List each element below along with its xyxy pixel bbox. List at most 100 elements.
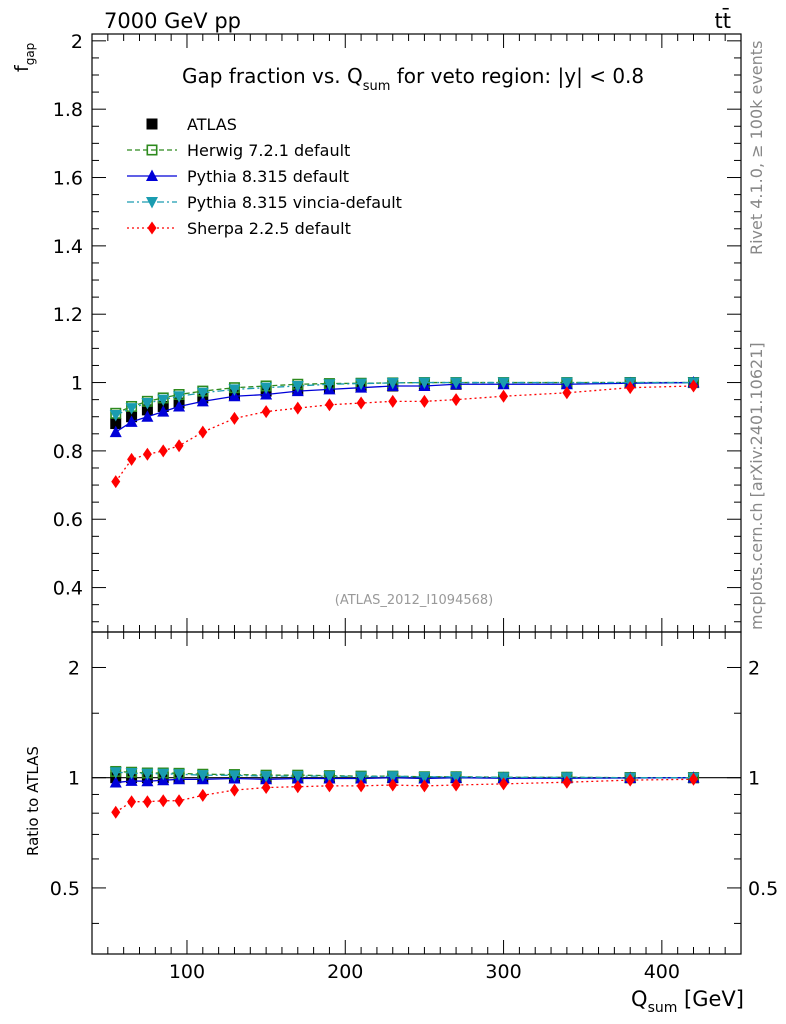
data-marker — [141, 410, 154, 422]
legend: ATLAS Herwig 7.2.1 default Pythia 8.315 de… — [127, 115, 402, 238]
legend-label: ATLAS — [187, 115, 237, 134]
legend-item: Pythia 8.315 vincia-default — [127, 193, 402, 212]
y-axis-label-sub: gap — [23, 43, 37, 66]
legend-item: Sherpa 2.2.5 default — [127, 219, 351, 238]
chart-title-sub: sum — [363, 79, 391, 94]
legend-label: Pythia 8.315 vincia-default — [187, 193, 402, 212]
data-marker — [451, 778, 461, 792]
data-marker — [196, 394, 209, 407]
ratio-tick-label-right: 2 — [748, 657, 760, 679]
data-marker — [386, 771, 399, 783]
data-marker — [146, 144, 158, 156]
y-tick-label: 1.6 — [53, 168, 83, 190]
data-marker — [125, 415, 138, 427]
data-marker — [173, 769, 186, 781]
data-marker — [109, 767, 122, 779]
ratio-tick-label-right: 1 — [748, 768, 760, 790]
data-marker — [174, 794, 184, 808]
data-marker — [109, 425, 122, 438]
y-tick-label: 0.6 — [53, 509, 83, 531]
data-marker — [499, 777, 509, 791]
data-marker — [497, 377, 510, 390]
data-marker — [174, 439, 184, 453]
data-marker — [110, 418, 122, 430]
y-tick-label: 1.4 — [53, 236, 83, 258]
data-marker — [127, 795, 137, 809]
ratio-tick-label-left: 0.5 — [50, 878, 80, 900]
data-marker — [157, 405, 170, 417]
data-marker — [125, 774, 138, 786]
ratio-tick-label-right: 0.5 — [748, 878, 778, 900]
data-marker — [127, 452, 137, 466]
data-marker — [625, 381, 635, 395]
data-marker — [196, 770, 209, 782]
ratio-panel-frame — [91, 631, 742, 955]
x-tick-label: 100 — [169, 961, 205, 983]
y-tick-label: 1.8 — [53, 99, 83, 121]
y-axis-label: fgap — [11, 43, 37, 72]
series-pythia-8-315-default — [109, 376, 700, 788]
x-tick-label: 200 — [327, 961, 363, 983]
data-marker — [196, 387, 209, 400]
data-marker — [419, 779, 429, 793]
mcplots-label: mcplots.cern.ch [arXiv:2401.10621] — [747, 342, 766, 630]
chart-title-main: Gap fraction vs. Q — [182, 64, 363, 88]
x-axis-label-sub: sum — [648, 1000, 678, 1016]
series-line — [115, 771, 694, 779]
rivet-label: Rivet 4.1.0, ≥ 100k events — [747, 41, 766, 255]
data-marker — [293, 780, 303, 794]
data-marker — [147, 221, 157, 235]
data-marker — [198, 425, 208, 439]
data-marker — [562, 386, 572, 400]
ratio-y-axis-label: Ratio to ATLAS — [24, 746, 42, 856]
data-marker — [141, 768, 154, 781]
data-marker — [419, 394, 429, 408]
data-marker — [356, 779, 366, 793]
chart-title: Gap fraction vs. Qsum for veto region: |… — [182, 64, 644, 94]
data-marker — [109, 776, 122, 788]
data-marker — [261, 405, 271, 419]
data-marker — [388, 778, 398, 792]
data-marker — [228, 384, 241, 396]
data-marker — [229, 411, 239, 425]
analysis-watermark: (ATLAS_2012_I1094568) — [335, 593, 493, 608]
data-marker — [355, 378, 368, 391]
data-marker — [293, 401, 303, 415]
data-marker — [142, 795, 152, 809]
data-marker — [355, 771, 368, 784]
data-marker — [111, 475, 121, 489]
data-marker — [141, 404, 153, 416]
data-marker — [125, 403, 138, 415]
x-tick-label: 300 — [485, 961, 521, 983]
chart-title-rest: for veto region: |y| < 0.8 — [390, 64, 644, 88]
data-marker — [158, 794, 168, 808]
data-marker — [562, 775, 572, 789]
data-marker — [450, 771, 463, 784]
data-marker — [356, 396, 366, 410]
y-tick-label: 0.8 — [53, 441, 83, 463]
data-marker — [323, 771, 336, 783]
data-marker — [324, 398, 334, 412]
data-marker — [625, 773, 635, 787]
x-axis-label-rest: [GeV] — [677, 987, 744, 1011]
series-layer — [109, 376, 700, 819]
data-marker — [157, 394, 170, 407]
data-marker — [418, 377, 431, 390]
data-marker — [228, 770, 241, 782]
data-marker — [261, 781, 271, 795]
data-marker — [109, 410, 122, 422]
series-herwig-7-2-1-default — [110, 377, 700, 784]
data-marker — [198, 788, 208, 802]
data-marker — [386, 377, 399, 390]
axis-ticks: 100 200 300 400 0.4 0.6 0.8 1 1.2 1.4 1.6 1.8 2 0.5 0.… — [50, 31, 778, 983]
data-marker — [158, 444, 168, 458]
data-marker — [173, 391, 186, 403]
data-marker — [141, 774, 154, 787]
y-tick-label: 2 — [71, 31, 83, 53]
data-marker — [499, 389, 509, 403]
data-marker — [291, 380, 304, 393]
data-marker — [324, 779, 334, 793]
data-marker — [146, 118, 158, 130]
ratio-tick-label-left: 1 — [68, 768, 80, 790]
x-axis-label-main: Q — [631, 987, 648, 1011]
